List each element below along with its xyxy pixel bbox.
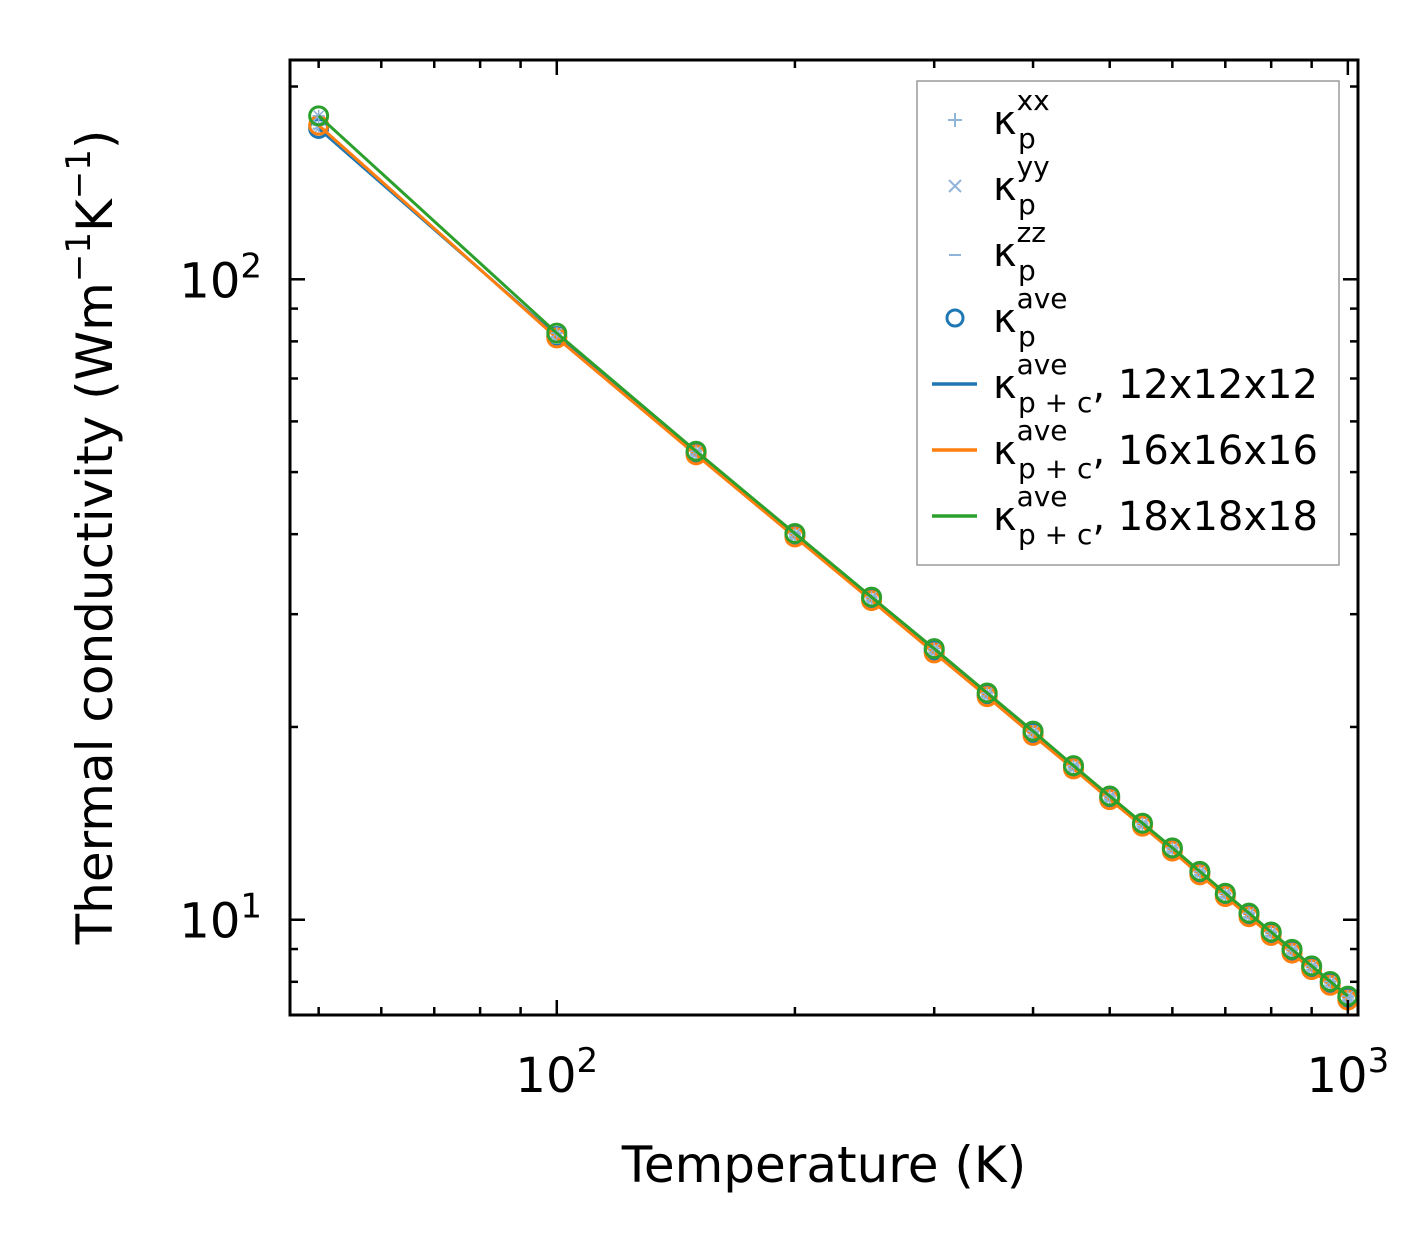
kave-circle-marker	[1189, 860, 1211, 882]
legend-x-marker	[948, 179, 962, 193]
y-tick-label: 102	[179, 246, 262, 309]
legend-label: κave p + c, 12x12x12	[993, 348, 1318, 419]
x-tick-label: 102	[515, 1041, 598, 1104]
kave-circle-marker	[546, 322, 568, 344]
x-axis-title: Temperature (K)	[621, 1136, 1026, 1194]
y-axis-title: Thermal conductivity (Wm−1K−1)	[59, 130, 124, 946]
kave-circle-marker	[976, 682, 998, 704]
kave-circle-marker	[1319, 970, 1341, 992]
kave-circle-marker	[1260, 921, 1282, 943]
kave-circle-marker	[1214, 882, 1236, 904]
kave-circle-marker	[923, 638, 945, 660]
legend-label: κzz p	[993, 216, 1046, 287]
legend-circle-marker	[945, 308, 965, 328]
y-tick-label: 101	[179, 887, 262, 950]
legend-label: κave p + c, 18x18x18	[993, 480, 1318, 551]
legend-label: κave p	[993, 282, 1068, 353]
series-line	[317, 114, 1349, 998]
legend-plus-marker	[948, 113, 962, 127]
kave-circle-marker	[1131, 812, 1153, 834]
kave-circle-marker	[1238, 902, 1260, 924]
kave-circle-marker	[1281, 938, 1303, 960]
kave-circle-marker	[1022, 720, 1044, 742]
kave-circle-marker	[784, 522, 806, 544]
kave-circle-marker	[685, 440, 707, 462]
legend-label: κave p + c, 16x16x16	[993, 414, 1318, 485]
axis-ticks: 102 103 101 102	[179, 60, 1389, 1104]
kave-circle-marker	[1161, 837, 1183, 859]
legend-frame	[916, 80, 1340, 566]
x-tick-label: 103	[1306, 1041, 1389, 1104]
legend-label: κxx p	[993, 84, 1050, 155]
kave-circle-marker	[861, 586, 883, 608]
plot-area	[308, 105, 1359, 1011]
series-line	[317, 124, 1349, 1002]
axes-frame	[288, 58, 1360, 1017]
legend-label: κyy p	[993, 150, 1050, 221]
kave-circle-marker	[1301, 955, 1323, 977]
kave-circle-marker	[1099, 785, 1121, 807]
kave-circle-marker	[1063, 755, 1085, 777]
kave-circle-marker	[308, 105, 330, 127]
